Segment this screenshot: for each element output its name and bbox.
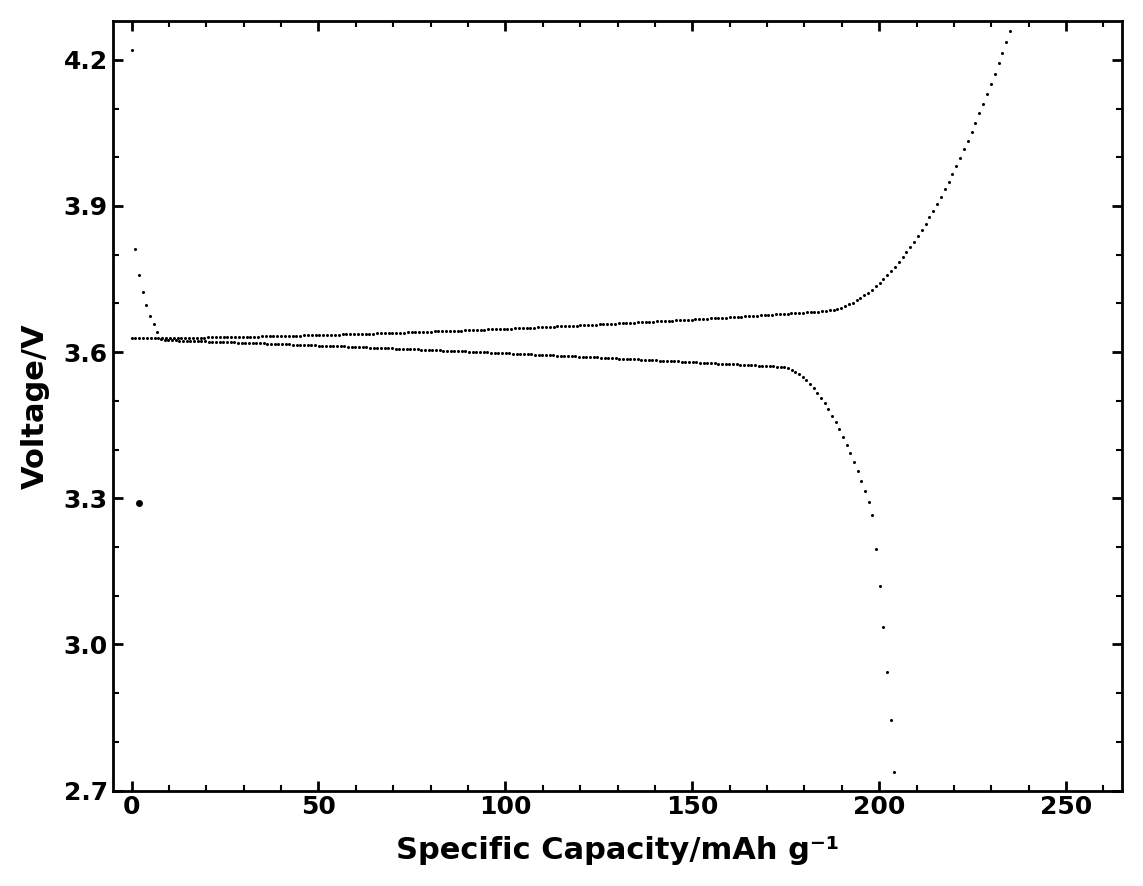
X-axis label: Specific Capacity/mAh g⁻¹: Specific Capacity/mAh g⁻¹	[395, 836, 839, 865]
Y-axis label: Voltage/V: Voltage/V	[21, 323, 50, 488]
